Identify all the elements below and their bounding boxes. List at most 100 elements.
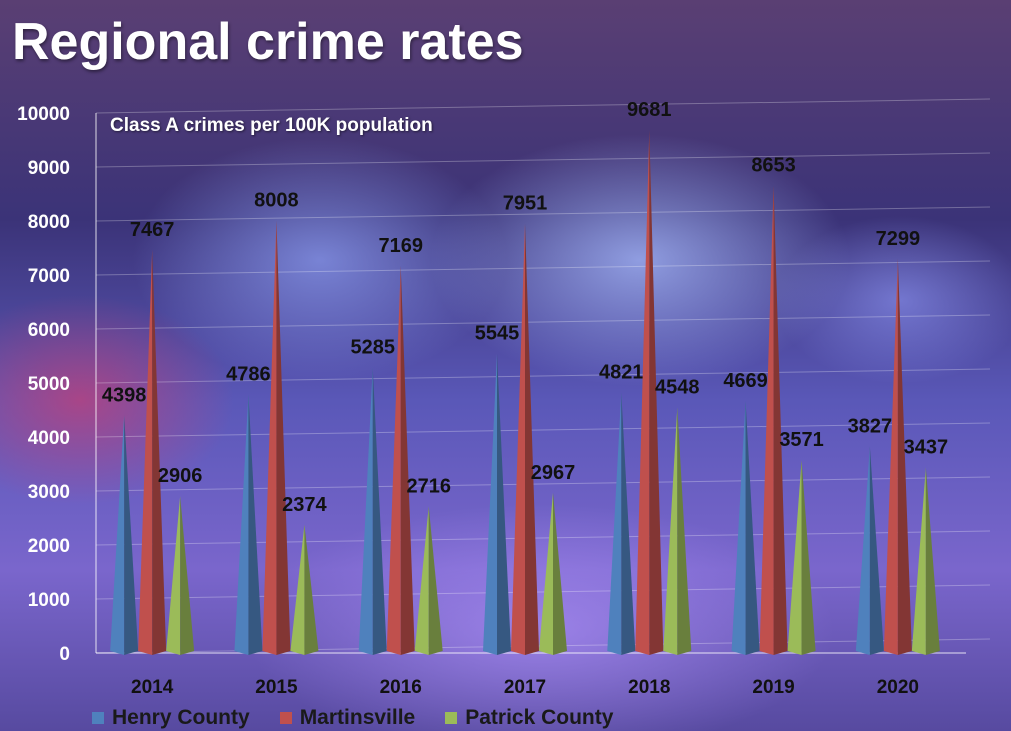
bar-henry-county-right-face <box>248 394 263 655</box>
x-tick-label: 2014 <box>131 677 174 698</box>
bar-patrick-county-left-face <box>414 506 429 655</box>
gridline <box>95 206 991 222</box>
y-tick-label: 6000 <box>28 320 70 341</box>
legend-label: Henry County <box>112 706 250 729</box>
legend: Henry County Martinsville Patrick County <box>92 706 613 730</box>
x-tick-label: 2018 <box>628 677 670 698</box>
bar-henry-county-left-face <box>234 394 249 655</box>
x-tick-label: 2017 <box>504 677 546 698</box>
bar-henry-county-right-face <box>745 400 760 655</box>
bar-martinsville-right-face <box>276 220 291 655</box>
bar-patrick-county-left-face <box>787 460 802 655</box>
bar-patrick-county-left-face <box>911 467 926 655</box>
bar-henry-county-left-face <box>358 367 373 655</box>
y-tick-label: 3000 <box>28 482 70 503</box>
gridline <box>95 584 991 600</box>
data-label: 5545 <box>475 323 520 345</box>
bar-martinsville-right-face <box>649 130 664 655</box>
x-tick-label: 2016 <box>380 677 422 698</box>
y-tick-label: 8000 <box>28 212 70 233</box>
bar-patrick-county-left-face <box>290 524 305 655</box>
data-label: 4669 <box>723 370 768 392</box>
legend-label: Martinsville <box>299 706 416 729</box>
data-label: 7951 <box>503 193 548 215</box>
gridline <box>95 260 991 276</box>
bar-martinsville-right-face <box>897 258 912 655</box>
bar-henry-county-left-face <box>607 392 622 655</box>
bar-patrick-county-left-face <box>166 496 181 655</box>
bar-martinsville-left-face <box>635 130 650 655</box>
bar-patrick-county-right-face <box>428 506 443 655</box>
bar-henry-county-right-face <box>124 415 139 655</box>
bar-henry-county-left-face <box>110 415 125 655</box>
legend-swatch <box>445 712 458 724</box>
bar-martinsville-left-face <box>138 249 153 656</box>
gridline <box>95 530 991 546</box>
data-label: 7169 <box>378 235 423 257</box>
legend-swatch <box>279 712 292 724</box>
y-tick-label: 5000 <box>28 374 70 395</box>
chart-subtitle: Class A crimes per 100K population <box>110 115 433 136</box>
data-label: 2716 <box>406 475 451 497</box>
data-label: 5285 <box>350 337 395 359</box>
x-tick-label: 2019 <box>752 677 794 698</box>
data-label: 4821 <box>599 362 644 384</box>
data-label: 2374 <box>282 494 327 516</box>
data-label: 4786 <box>226 364 271 386</box>
bar-martinsville-left-face <box>759 185 774 655</box>
data-label: 7467 <box>130 219 175 241</box>
legend-swatch <box>92 712 104 724</box>
bar-henry-county-right-face <box>869 446 884 655</box>
data-label: 4398 <box>102 385 147 407</box>
bar-patrick-county-right-face <box>180 496 195 655</box>
gridline <box>95 152 991 168</box>
data-label: 2906 <box>158 465 203 487</box>
bar-patrick-county-right-face <box>304 524 319 655</box>
legend-item-martinsville: Martinsville <box>279 706 416 730</box>
gridline <box>95 314 991 330</box>
data-label: 3437 <box>904 436 949 458</box>
bar-patrick-county-right-face <box>925 467 940 655</box>
bar-patrick-county-left-face <box>539 492 553 655</box>
data-label: 8653 <box>751 155 796 177</box>
bar-patrick-county-right-face <box>677 407 692 655</box>
bar-patrick-county-right-face <box>801 460 816 655</box>
bar-henry-county-right-face <box>621 392 636 655</box>
y-tick-label: 1000 <box>28 590 70 611</box>
data-label: 3571 <box>779 429 824 451</box>
data-label: 9681 <box>627 99 672 121</box>
gridline <box>95 422 991 438</box>
data-label: 7299 <box>876 228 921 250</box>
data-label: 3827 <box>848 415 893 437</box>
y-tick-label: 2000 <box>28 536 70 557</box>
y-tick-label: 9000 <box>28 158 70 179</box>
y-tick-label: 7000 <box>28 266 70 287</box>
page-title: Regional crime rates <box>12 13 524 71</box>
x-tick-label: 2015 <box>255 677 298 698</box>
bar-martinsville-left-face <box>386 265 401 655</box>
y-tick-label: 10000 <box>17 104 70 125</box>
y-tick-label: 0 <box>59 644 70 665</box>
bar-martinsville-left-face <box>511 223 525 655</box>
bar-martinsville-right-face <box>400 265 415 655</box>
bar-henry-county-right-face <box>372 367 387 655</box>
data-label: 8008 <box>254 190 299 212</box>
legend-item-henry-county: Henry County <box>92 706 250 730</box>
bar-martinsville-left-face <box>262 220 277 655</box>
gridline <box>95 368 991 384</box>
bar-henry-county-left-face <box>855 446 870 655</box>
data-label: 4548 <box>655 376 700 398</box>
gridline <box>95 98 991 114</box>
bar-martinsville-right-face <box>152 249 167 656</box>
bar-martinsville-left-face <box>883 258 898 655</box>
bar-henry-county-right-face <box>497 353 511 655</box>
bar-patrick-county-right-face <box>553 492 567 655</box>
bar-henry-county-left-face <box>483 353 497 655</box>
data-label: 2967 <box>531 462 576 484</box>
y-tick-label: 4000 <box>28 428 70 449</box>
bar-martinsville-right-face <box>525 223 539 655</box>
bar-martinsville-right-face <box>773 185 788 655</box>
bar-patrick-county-left-face <box>663 407 678 655</box>
x-tick-label: 2020 <box>877 677 919 698</box>
